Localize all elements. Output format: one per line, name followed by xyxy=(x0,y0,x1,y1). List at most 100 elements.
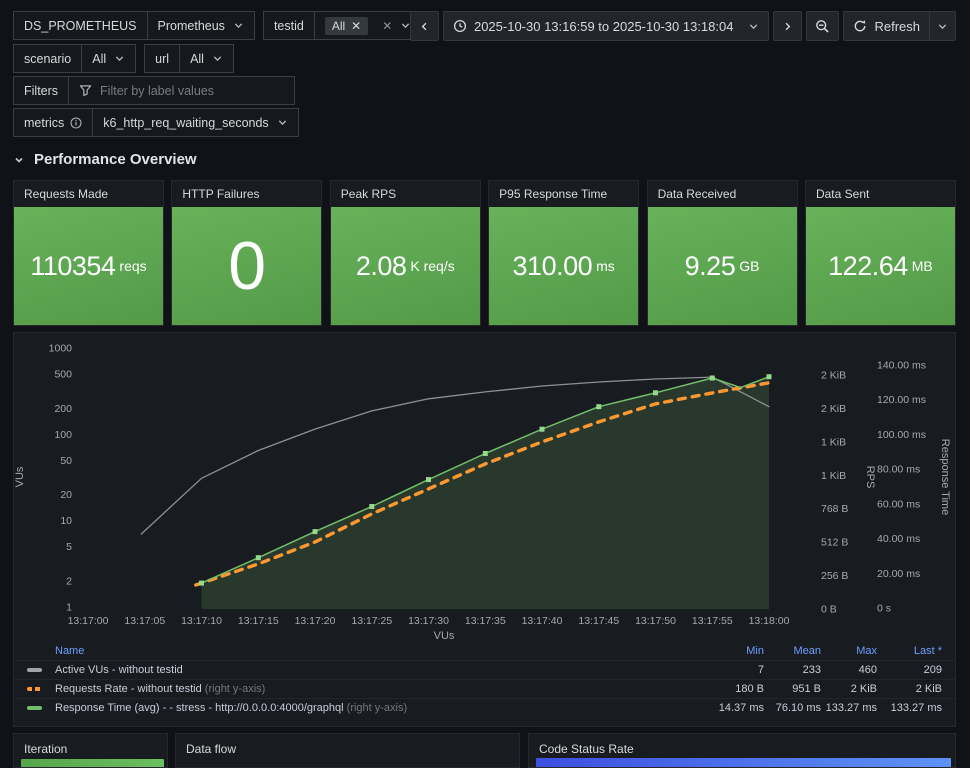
zoom-out-button[interactable] xyxy=(806,11,840,41)
series-marker xyxy=(766,374,772,380)
legend-row[interactable]: Active VUs - without testid 7 233 460 209 xyxy=(14,660,955,679)
y-axis-label-vus: VUs xyxy=(14,466,26,487)
stat-value-area: 110354 reqs xyxy=(14,207,163,325)
stat-unit: K req/s xyxy=(410,258,455,274)
legend-header-last[interactable]: Last * xyxy=(913,644,942,657)
stat-unit: ms xyxy=(596,258,615,274)
legend-header-mean[interactable]: Mean xyxy=(793,644,821,657)
y-axis-tick-vus: 20 xyxy=(60,489,72,501)
legend-header-row: Name Min Mean Max Last * xyxy=(14,641,955,660)
series-marker xyxy=(653,390,658,396)
legend-min-value: 180 B xyxy=(735,683,764,695)
stat-panel-data-received[interactable]: Data Received 9.25 GB xyxy=(646,180,798,326)
y-axis-tick-vus: 10 xyxy=(60,515,72,527)
timeseries-chart[interactable]: 1000 500 200 100 50 20 10 5 2 113:17:00 13:17:05 13… xyxy=(14,333,955,642)
stat-panel-p95-response-time[interactable]: P95 Response Time 310.00 ms xyxy=(488,180,640,326)
legend-mean-value: 951 B xyxy=(792,683,821,695)
filters-placeholder: Filter by label values xyxy=(100,83,214,98)
series-marker xyxy=(482,451,488,456)
time-range-back-button[interactable] xyxy=(409,11,439,41)
clear-selection-icon[interactable]: ✕ xyxy=(382,18,393,33)
variable-ds-prometheus: DS_PROMETHEUS Prometheus xyxy=(13,11,255,40)
chevron-down-icon xyxy=(400,20,411,31)
stat-value-area: 2.08 K req/s xyxy=(330,207,480,325)
chevron-down-icon xyxy=(114,53,125,64)
funnel-icon xyxy=(79,84,92,97)
series-line-vus xyxy=(140,376,770,535)
series-marker xyxy=(312,529,318,535)
y-axis-tick-rt: 120.00 ms xyxy=(877,394,926,406)
chevron-down-icon xyxy=(748,21,759,32)
legend-mean-value: 76.10 ms xyxy=(775,702,821,714)
y-axis-tick-rt: 140.00 ms xyxy=(877,360,926,372)
y-axis-tick-vus: 500 xyxy=(54,369,72,381)
stat-panel-requests-made[interactable]: Requests Made 110354 reqs xyxy=(13,180,164,326)
ds-prometheus-label: DS_PROMETHEUS xyxy=(13,11,148,40)
x-axis-tick: 13:17:25 xyxy=(351,615,392,627)
series-marker xyxy=(255,555,261,561)
legend-header-max[interactable]: Max xyxy=(856,644,877,657)
x-axis-label: VUs xyxy=(434,630,455,641)
url-select[interactable]: All xyxy=(180,44,234,73)
variable-scenario: scenario All xyxy=(13,44,137,73)
time-range-forward-button[interactable] xyxy=(773,11,803,41)
x-axis-tick: 13:17:30 xyxy=(408,615,449,627)
x-axis-tick: 13:17:20 xyxy=(295,615,336,627)
testid-multiselect[interactable]: All ✕ ✕ xyxy=(314,11,423,40)
y-axis-tick-rt: 100.00 ms xyxy=(877,429,926,441)
info-icon[interactable] xyxy=(70,116,82,129)
legend-header-min[interactable]: Min xyxy=(746,644,764,657)
y-axis-tick-rps: 768 B xyxy=(821,503,848,515)
ds-prometheus-select[interactable]: Prometheus xyxy=(147,11,255,40)
chevron-left-icon xyxy=(419,21,430,32)
stat-value: 310.00 xyxy=(512,250,593,281)
time-range-picker[interactable]: 2025-10-30 13:16:59 to 2025-10-30 13:18:… xyxy=(442,11,770,41)
y-axis-tick-vus: 2 xyxy=(66,576,72,588)
stat-panel-peak-rps[interactable]: Peak RPS 2.08 K req/s xyxy=(329,180,481,326)
stat-panel-title: Peak RPS xyxy=(340,187,397,201)
legend-row[interactable]: Response Time (avg) - - stress - http://… xyxy=(14,698,955,717)
series-marker xyxy=(539,426,545,432)
filters-input[interactable]: Filter by label values xyxy=(69,76,296,105)
legend-header-name[interactable]: Name xyxy=(55,644,85,657)
x-axis-tick: 13:17:05 xyxy=(124,615,165,627)
stat-panel-title: Requests Made xyxy=(24,187,109,201)
panel-iteration: Iteration xyxy=(13,733,168,768)
legend-row[interactable]: Requests Rate - without testid (right y-… xyxy=(14,679,955,698)
clock-icon xyxy=(453,19,467,33)
metrics-select[interactable]: k6_http_req_waiting_seconds xyxy=(93,108,299,137)
stat-value: 9.25 xyxy=(684,250,736,281)
ds-prometheus-value: Prometheus xyxy=(157,18,225,33)
chevron-down-icon xyxy=(233,20,244,31)
x-axis-tick: 13:17:10 xyxy=(181,615,222,627)
close-icon[interactable]: ✕ xyxy=(351,18,362,33)
testid-chip-all[interactable]: All ✕ xyxy=(324,16,369,35)
scenario-select[interactable]: All xyxy=(82,44,137,73)
legend-series-name[interactable]: Response Time (avg) - - stress - http://… xyxy=(55,702,408,714)
refresh-button[interactable]: Refresh xyxy=(843,11,930,41)
chevron-down-icon xyxy=(277,117,288,128)
x-axis-tick: 13:17:35 xyxy=(465,615,506,627)
y-axis-tick-vus: 100 xyxy=(54,429,72,441)
row-performance-overview[interactable]: Performance Overview xyxy=(13,151,197,168)
legend-mean-value: 233 xyxy=(802,664,821,676)
stats-row: Requests Made 110354 reqs HTTP Failures 0 Pea… xyxy=(13,180,956,326)
series-marker xyxy=(426,477,431,483)
legend-series-name[interactable]: Active VUs - without testid xyxy=(55,664,183,676)
zoom-out-icon xyxy=(815,19,830,34)
stat-panel-http-failures[interactable]: HTTP Failures 0 xyxy=(171,180,323,326)
legend-last-value: 133.27 ms xyxy=(890,702,942,714)
stat-panel-data-sent[interactable]: Data Sent 122.64 MB xyxy=(804,180,956,326)
refresh-interval-dropdown[interactable] xyxy=(930,11,956,41)
legend-series-name[interactable]: Requests Rate - without testid (right y-… xyxy=(55,683,266,695)
series-line-rt xyxy=(200,375,770,584)
series-marker xyxy=(199,580,204,586)
y-axis-tick-rps: 256 B xyxy=(821,570,848,582)
filters-label: Filters xyxy=(13,76,70,105)
code-status-gauge-bar xyxy=(536,758,951,767)
stat-value: 2.08 xyxy=(355,250,407,281)
time-range-text: 2025-10-30 13:16:59 to 2025-10-30 13:18:… xyxy=(473,18,734,34)
legend-series-swatch xyxy=(27,687,42,691)
y-axis-label-rps: RPS xyxy=(864,466,876,489)
refresh-group: Refresh xyxy=(843,11,956,41)
